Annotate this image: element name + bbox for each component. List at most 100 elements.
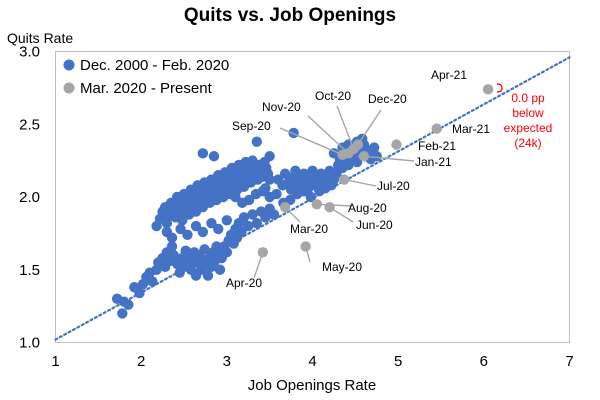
recent-point xyxy=(391,139,402,150)
history-point xyxy=(230,191,241,203)
recent-point-label: Oct-20 xyxy=(315,89,351,103)
recent-point xyxy=(482,84,494,95)
leader-line xyxy=(336,105,355,150)
recent-point xyxy=(352,139,364,150)
x-tick-label: 3 xyxy=(223,353,231,370)
history-point xyxy=(197,226,209,238)
history-point xyxy=(208,151,220,162)
history-point xyxy=(368,142,380,153)
x-tick-label: 1 xyxy=(51,353,59,370)
history-point xyxy=(147,276,158,287)
x-tick-labels: 1 2 3 4 5 6 7 xyxy=(51,353,573,370)
x-tick-label: 5 xyxy=(394,353,402,370)
history-point xyxy=(271,188,282,200)
recent-point xyxy=(358,151,370,162)
x-tick-label: 6 xyxy=(480,353,488,370)
leader-line xyxy=(363,155,415,162)
history-point xyxy=(268,209,280,220)
legend-marker-history xyxy=(63,59,75,71)
recent-point-labels: Mar-20 Apr-20 May-20 Jun-20 Jul-20 Aug-20 Sep-… xyxy=(226,68,490,290)
annotation-bracket xyxy=(496,83,503,93)
recent-point xyxy=(338,174,350,185)
history-point xyxy=(197,148,209,159)
recent-point xyxy=(300,241,311,252)
recent-point xyxy=(279,201,291,213)
legend-label-history: Dec. 2000 - Feb. 2020 xyxy=(80,57,229,74)
history-point xyxy=(199,244,210,255)
history-point xyxy=(257,185,269,197)
history-point xyxy=(247,209,258,220)
annotation-line-4: (24k) xyxy=(514,136,541,150)
chart-title: Quits vs. Job Openings xyxy=(184,5,396,26)
history-point xyxy=(307,165,318,177)
history-point xyxy=(243,194,255,206)
annotation-note: 0.0 pp below expected (24k) xyxy=(504,91,553,150)
annotation-line-3: expected xyxy=(504,121,553,135)
history-point xyxy=(214,264,226,275)
history-point xyxy=(264,151,275,162)
recent-series xyxy=(257,84,494,258)
history-point xyxy=(166,241,178,252)
recent-point xyxy=(311,199,322,210)
legend-label-recent: Mar. 2020 - Present xyxy=(80,80,213,97)
leader-line xyxy=(344,178,377,187)
recent-point xyxy=(343,148,354,159)
history-point xyxy=(251,136,263,147)
recent-point xyxy=(257,247,269,258)
history-point xyxy=(190,220,202,232)
history-point xyxy=(177,215,188,226)
history-point xyxy=(134,287,145,299)
history-point xyxy=(236,226,247,238)
history-point xyxy=(221,215,233,226)
recent-point-label: Sep-20 xyxy=(232,119,271,133)
history-point xyxy=(117,308,128,319)
recent-point-label: Nov-20 xyxy=(262,100,301,114)
x-axis-label: Job Openings Rate xyxy=(248,377,376,394)
history-point xyxy=(175,223,186,235)
history-series xyxy=(111,127,382,319)
recent-point-label: Jul-20 xyxy=(377,179,410,193)
recent-point xyxy=(431,123,442,134)
y-tick-label: 3.0 xyxy=(19,44,40,61)
label-leader-lines xyxy=(253,105,415,279)
history-point xyxy=(285,194,296,206)
leader-line xyxy=(357,109,382,146)
history-point xyxy=(166,232,178,243)
recent-point-label: Jun-20 xyxy=(356,218,393,232)
x-tick-label: 7 xyxy=(565,353,573,370)
history-point xyxy=(206,217,217,229)
legend-marker-recent xyxy=(63,82,75,94)
annotation-line-2: below xyxy=(512,106,544,120)
recent-point-label: Mar-21 xyxy=(452,122,490,136)
recent-point-label: Mar-20 xyxy=(290,222,328,236)
y-tick-label: 1.0 xyxy=(19,335,40,352)
recent-point-label: Aug-20 xyxy=(348,201,387,215)
history-point xyxy=(123,299,134,310)
recent-point xyxy=(324,201,335,213)
history-point xyxy=(279,168,291,179)
x-tick-label: 4 xyxy=(308,353,316,370)
recent-point-label: Apr-21 xyxy=(431,68,467,82)
recent-point-label: Feb-21 xyxy=(418,139,456,153)
recent-point-label: Jan-21 xyxy=(415,155,452,169)
y-tick-labels: 1.0 1.5 2.0 2.5 3.0 xyxy=(19,44,40,352)
recent-point-label: Apr-20 xyxy=(226,276,262,290)
y-tick-label: 2.0 xyxy=(19,189,40,206)
history-point xyxy=(202,270,214,281)
history-point xyxy=(213,223,224,235)
recent-point-label: Dec-20 xyxy=(368,92,407,106)
history-point xyxy=(243,220,254,232)
history-point xyxy=(251,217,263,229)
plot-area-frame xyxy=(55,51,570,343)
y-axis-label: Quits Rate xyxy=(7,30,73,46)
x-tick-label: 2 xyxy=(137,353,145,370)
leader-line xyxy=(279,127,343,156)
history-point xyxy=(182,229,193,241)
history-point xyxy=(290,165,301,177)
history-point xyxy=(264,174,275,185)
history-point xyxy=(161,217,173,229)
leader-line xyxy=(307,115,349,154)
history-point xyxy=(351,156,363,168)
history-point xyxy=(260,212,271,223)
